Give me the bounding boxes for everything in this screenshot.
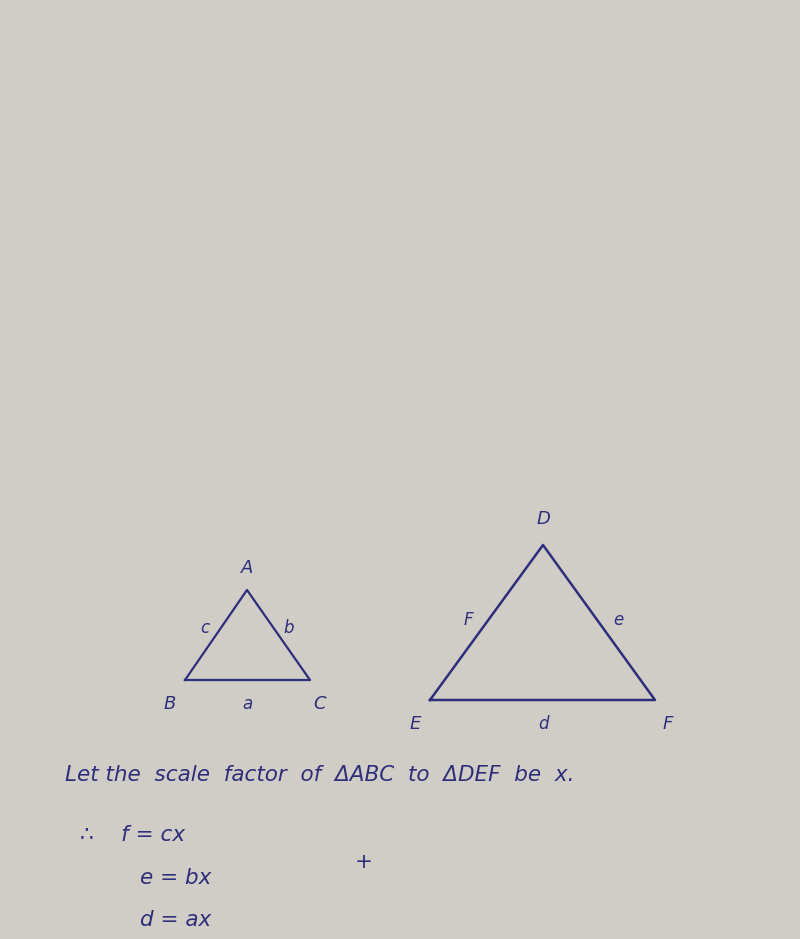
Text: d: d bbox=[538, 715, 548, 733]
Text: b: b bbox=[284, 619, 294, 637]
Text: B: B bbox=[164, 695, 176, 713]
Text: F: F bbox=[463, 611, 473, 629]
Text: C: C bbox=[314, 695, 326, 713]
Text: A: A bbox=[241, 559, 253, 577]
Text: +: + bbox=[355, 852, 373, 872]
Text: c: c bbox=[201, 619, 210, 637]
Text: D: D bbox=[536, 510, 550, 528]
Text: a: a bbox=[242, 695, 252, 713]
Text: d = ax: d = ax bbox=[140, 910, 211, 930]
Text: e = bx: e = bx bbox=[140, 868, 211, 888]
Text: F: F bbox=[663, 715, 673, 733]
Text: E: E bbox=[410, 715, 421, 733]
Text: e: e bbox=[613, 611, 623, 629]
Text: Let the  scale  factor  of  ΔABC  to  ΔDEF  be  x.: Let the scale factor of ΔABC to ΔDEF be … bbox=[65, 765, 574, 785]
Text: ∴    f = cx: ∴ f = cx bbox=[80, 825, 185, 845]
